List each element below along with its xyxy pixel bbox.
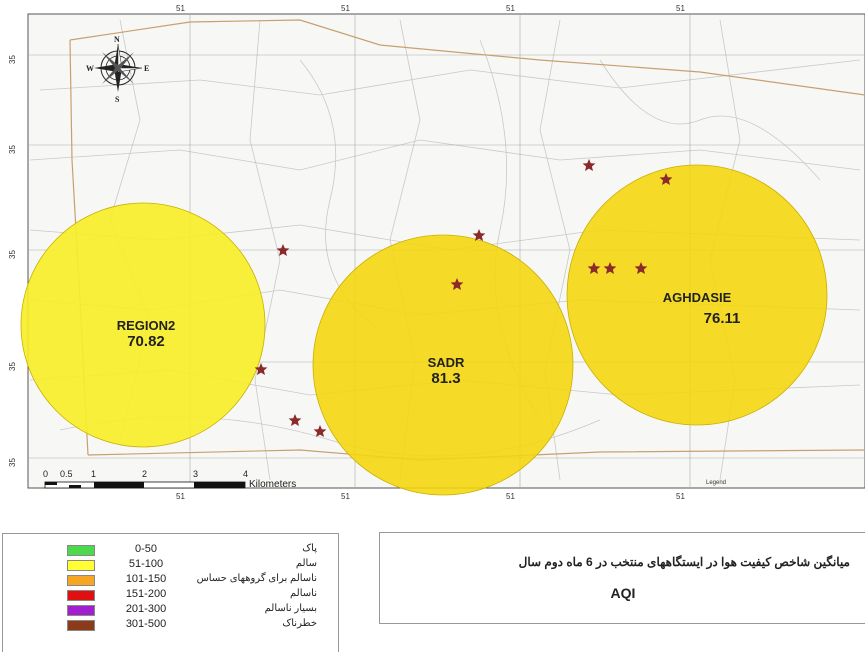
station-name: REGION2: [116, 318, 176, 333]
station-star: [472, 229, 486, 241]
top-tick: 51: [176, 4, 185, 13]
left-tick: 35: [8, 250, 17, 259]
compass-w: W: [86, 64, 94, 73]
legend-range: 0-50: [134, 543, 158, 555]
station-star: [634, 262, 648, 274]
left-tick: 35: [8, 55, 17, 64]
compass-n: N: [114, 35, 120, 44]
scale-label: 2: [142, 469, 148, 479]
legend-range: 151-200: [125, 588, 167, 600]
station-star: [276, 244, 290, 256]
compass-e: E: [144, 64, 150, 73]
aqi-legend: 0-50 پاک 51-100 سالم 101-150 ناسالم برای…: [2, 533, 339, 652]
top-tick: 51: [341, 4, 350, 13]
bottom-tick: 51: [176, 492, 185, 501]
legend-desc: پاک: [302, 543, 317, 554]
left-tick: 35: [8, 145, 17, 154]
legend-range: 101-150: [125, 573, 167, 585]
legend-range: 201-300: [125, 603, 167, 615]
scale-label: 1: [91, 469, 97, 479]
legend-swatch: [67, 620, 95, 631]
left-tick: 35: [8, 362, 17, 371]
scale-label: 0: [43, 469, 49, 479]
aghdasie-circle: [566, 164, 828, 426]
bottom-tick: 51: [676, 492, 685, 501]
station-name: SADR: [427, 355, 465, 370]
legend-range: 301-500: [125, 618, 167, 630]
legend-row: 51-100 سالم: [3, 558, 338, 572]
region2-circle: [20, 202, 266, 448]
station-star: [254, 363, 268, 375]
bottom-tick: 51: [506, 492, 515, 501]
station-star: [288, 414, 302, 426]
map-title: میانگین شاخص کیفیت هوا در ایستگاههای منت…: [518, 555, 850, 569]
station-value: 81.3: [431, 370, 461, 387]
station-star: [659, 173, 673, 185]
station-star: [313, 425, 327, 437]
legend-row: 0-50 پاک: [3, 543, 338, 557]
scale-label: 0.5: [60, 469, 73, 479]
legend-range: 51-100: [128, 558, 164, 570]
station-value: 76.11: [703, 310, 741, 327]
map-subtitle: AQI: [610, 585, 636, 601]
north-arrow-icon: N S E W: [86, 35, 150, 104]
scale-unit: Kilometers: [249, 479, 297, 490]
top-tick: 51: [676, 4, 685, 13]
station-star: [450, 278, 464, 290]
legend-row: 101-150 ناسالم برای گروههای حساس: [3, 573, 338, 587]
legend-row: 301-500 خطرناک: [3, 618, 338, 632]
sadr-circle: [312, 234, 574, 496]
legend-swatch: [67, 560, 95, 571]
legend-desc: ناسالم برای گروههای حساس: [196, 573, 317, 584]
station-star: [603, 262, 617, 274]
legend-row: 201-300 بسیار ناسالم: [3, 603, 338, 617]
map-legend-label: Legend: [706, 480, 727, 486]
station-star: [582, 159, 596, 171]
legend-row: 151-200 ناسالم: [3, 588, 338, 602]
scale-label: 4: [243, 469, 249, 479]
legend-swatch: [67, 545, 95, 556]
bottom-tick: 51: [341, 492, 350, 501]
legend-desc: خطرناک: [282, 618, 317, 629]
map-title-box: میانگین شاخص کیفیت هوا در ایستگاههای منت…: [379, 532, 865, 624]
station-name: AGHDASIE: [662, 290, 732, 305]
top-tick: 51: [506, 4, 515, 13]
legend-desc: ناسالم: [290, 588, 317, 599]
legend-desc: سالم: [295, 558, 317, 569]
legend-desc: بسیار ناسالم: [264, 603, 317, 614]
legend-swatch: [67, 575, 95, 586]
scale-bar: [44, 481, 246, 489]
scale-label: 3: [193, 469, 199, 479]
legend-swatch: [67, 605, 95, 616]
compass-s: S: [115, 95, 120, 104]
station-value: 70.82: [127, 333, 165, 350]
station-star: [587, 262, 601, 274]
station-markers: [254, 159, 673, 437]
map-canvas: [20, 13, 865, 496]
legend-swatch: [67, 590, 95, 601]
left-tick: 35: [8, 458, 17, 467]
